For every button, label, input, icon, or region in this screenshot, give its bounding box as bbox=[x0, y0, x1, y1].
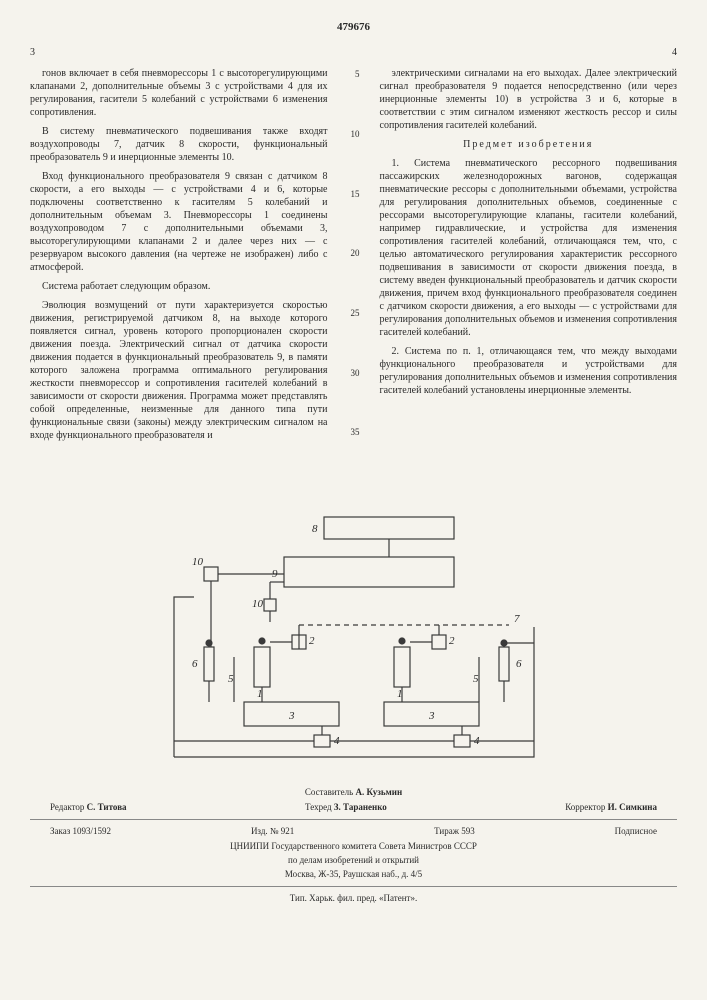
line-marker: 30 bbox=[348, 368, 360, 380]
corrector-label: Корректор bbox=[565, 802, 605, 812]
footer: Составитель А. Кузьмин Редактор С. Титов… bbox=[30, 787, 677, 905]
diagram-label-10b: 10 bbox=[252, 598, 264, 610]
diagram-label-9: 9 bbox=[272, 568, 278, 580]
para: 1. Система пневматического рессорного по… bbox=[380, 157, 678, 339]
diagram-label-1b: 1 bbox=[397, 688, 403, 700]
compiler-label: Составитель bbox=[305, 787, 353, 797]
line-marker: 25 bbox=[348, 308, 360, 320]
editor-label: Редактор bbox=[50, 802, 84, 812]
diagram-label-6b: 6 bbox=[516, 658, 522, 670]
para: Система работает следующим образом. bbox=[30, 280, 328, 293]
corrector-name: И. Симкина bbox=[608, 802, 657, 812]
line-marker: 10 bbox=[348, 129, 360, 141]
diagram-label-1: 1 bbox=[257, 688, 263, 700]
address: Москва, Ж-35, Раушская наб., д. 4/5 bbox=[30, 869, 677, 881]
line-marker: 15 bbox=[348, 189, 360, 201]
line-marker: 35 bbox=[348, 427, 360, 439]
diagram-label-5: 5 bbox=[228, 673, 234, 685]
subject-heading: Предмет изобретения bbox=[380, 138, 678, 151]
para: В систему пневматического подвешивания т… bbox=[30, 125, 328, 164]
diagram-label-6: 6 bbox=[192, 658, 198, 670]
diagram-label-3b: 3 bbox=[428, 710, 435, 722]
diagram-label-3: 3 bbox=[288, 710, 295, 722]
para: электрическими сигналами на его выходах.… bbox=[380, 67, 678, 132]
podpisnoe: Подписное bbox=[615, 826, 657, 838]
patent-number: 479676 bbox=[30, 20, 677, 34]
printer: Тип. Харьк. фил. пред. «Патент». bbox=[30, 893, 677, 905]
order-number: Заказ 1093/1592 bbox=[50, 826, 111, 838]
diagram-label-10: 10 bbox=[192, 556, 204, 568]
page-right: 4 bbox=[672, 46, 677, 59]
page-left: 3 bbox=[30, 46, 35, 59]
text-columns: гонов включает в себя пневморессоры 1 с … bbox=[30, 67, 677, 487]
right-column: электрическими сигналами на его выходах.… bbox=[380, 67, 678, 487]
schematic-diagram: 8 9 10 10 6 5 1 2 3 4 7 1 2 6 5 3 4 bbox=[144, 507, 564, 767]
org-line-2: по делам изобретений и открытий bbox=[30, 855, 677, 867]
page-numbers: 3 4 bbox=[30, 46, 677, 59]
diagram-label-5b: 5 bbox=[473, 673, 479, 685]
para: Вход функционального преобразователя 9 с… bbox=[30, 170, 328, 274]
para: гонов включает в себя пневморессоры 1 с … bbox=[30, 67, 328, 119]
diagram-label-2: 2 bbox=[309, 635, 315, 647]
diagram-label-4b: 4 bbox=[474, 735, 480, 747]
left-column: гонов включает в себя пневморессоры 1 с … bbox=[30, 67, 328, 487]
diagram-label-8: 8 bbox=[312, 523, 318, 535]
techred-name: З. Тараненко bbox=[334, 802, 387, 812]
org-line-1: ЦНИИПИ Государственного комитета Совета … bbox=[30, 841, 677, 853]
editor-name: С. Титова bbox=[87, 802, 127, 812]
para: Эволюция возмущений от пути характеризуе… bbox=[30, 299, 328, 442]
izd-number: Изд. № 921 bbox=[251, 826, 294, 838]
para: 2. Система по п. 1, отличающаяся тем, чт… bbox=[380, 345, 678, 397]
line-numbers: 5 10 15 20 25 30 35 bbox=[348, 67, 360, 487]
diagram-label-7: 7 bbox=[514, 613, 520, 625]
compiler-name: А. Кузьмин bbox=[355, 787, 402, 797]
line-marker: 20 bbox=[348, 248, 360, 260]
tirazh: Тираж 593 bbox=[434, 826, 475, 838]
techred-label: Техред bbox=[305, 802, 332, 812]
diagram-label-4: 4 bbox=[334, 735, 340, 747]
line-marker: 5 bbox=[348, 69, 360, 81]
diagram-label-2b: 2 bbox=[449, 635, 455, 647]
